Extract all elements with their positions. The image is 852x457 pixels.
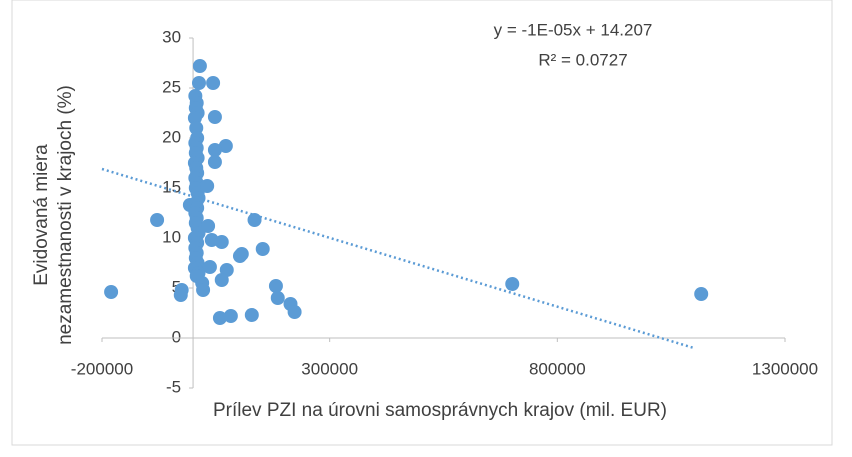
point [196,283,211,297]
y-tick-label: -5 [166,377,181,396]
point [247,213,262,227]
y-tick-label: 15 [162,177,181,196]
point [214,273,229,287]
point [202,260,217,274]
point [207,143,222,157]
y-tick-label: 0 [172,327,181,346]
point [244,308,259,322]
y-tick-label: 30 [162,27,181,46]
x-axis-title: Prílev PZI na úrovni samosprávnych krajo… [213,400,667,421]
x-tick-label: -200000 [71,359,133,378]
point [234,247,249,261]
chart-frame [11,0,833,446]
y-axis-title: Evidovaná miera nezamestnanosti v krajoc… [31,85,76,345]
point [270,291,285,305]
point [694,287,709,301]
point [192,59,207,73]
y-tick-label: 10 [162,227,181,246]
x-tick-label: 800000 [529,359,586,378]
point [214,235,229,249]
point [505,277,520,291]
point [206,76,221,90]
y-axis-title-line: nezamestnanosti v krajoch (%) [55,85,76,345]
x-tick-label: 1300000 [752,359,818,378]
point [207,155,222,169]
point [218,139,233,153]
x-tick-label: 300000 [301,359,358,378]
point [201,219,216,233]
point [212,311,227,325]
trendline [101,167,695,350]
point [191,76,206,90]
r-squared: R² = 0.0727 [538,50,627,69]
point [268,279,283,293]
point [200,179,215,193]
point [255,242,270,256]
y-tick-label: 20 [162,127,181,146]
point [173,288,188,302]
point [150,213,165,227]
point [104,285,119,299]
trend-equation: y = -1E-05x + 14.207 [494,20,653,39]
point [223,309,238,323]
y-axis-title-line: Evidovaná miera [31,144,52,286]
point [207,110,222,124]
y-tick-label: 25 [162,77,181,96]
point [287,305,302,319]
